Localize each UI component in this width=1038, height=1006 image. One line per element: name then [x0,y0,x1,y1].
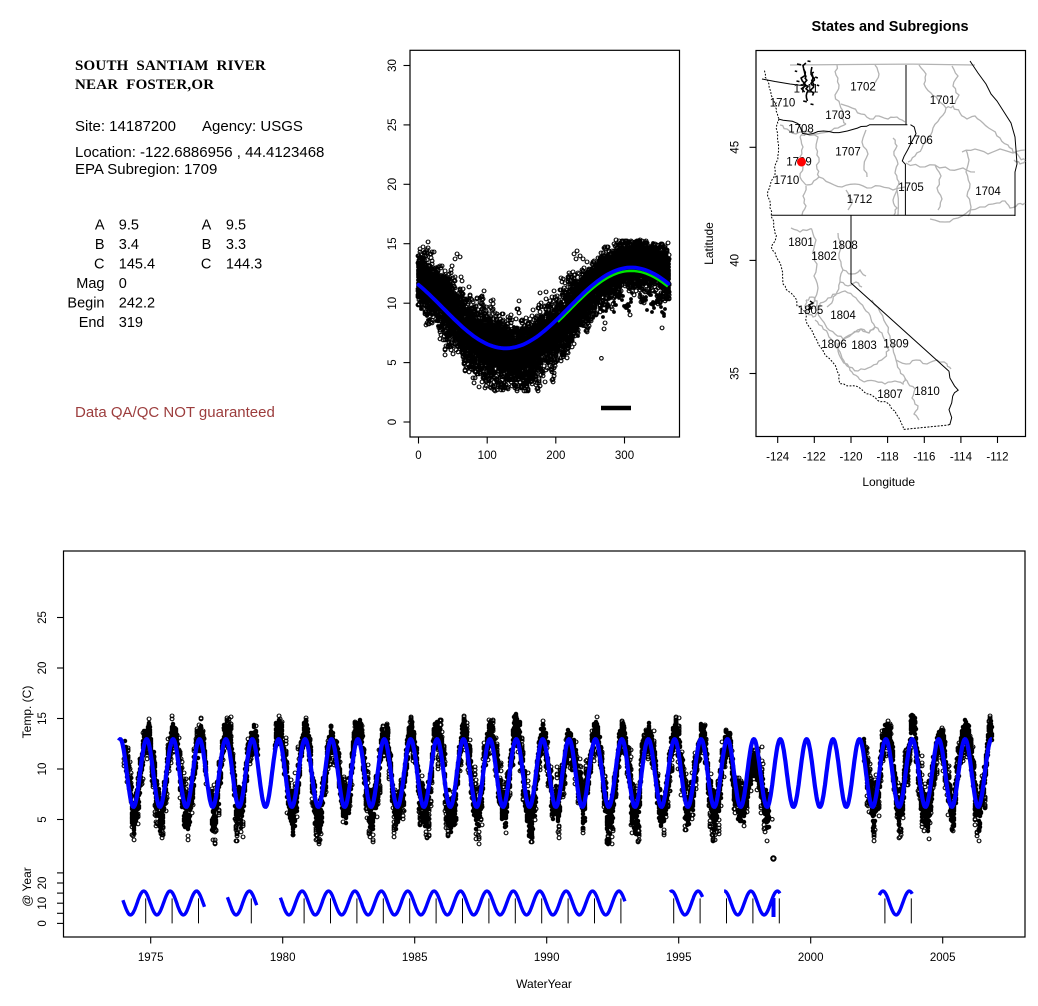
svg-text:1809: 1809 [883,339,909,351]
svg-text:25: 25 [37,611,49,624]
svg-text:-118: -118 [877,452,899,464]
svg-text:20: 20 [387,178,399,191]
svg-text:200: 200 [546,450,565,462]
svg-text:1810: 1810 [914,386,940,398]
svg-text:1703: 1703 [825,110,851,122]
svg-text:1712: 1712 [847,194,873,206]
svg-text:1980: 1980 [270,952,296,964]
svg-text:1701: 1701 [930,95,956,107]
svg-text:Site: 14187200: Site: 14187200 [75,118,176,135]
svg-text:WaterYear: WaterYear [516,977,572,991]
svg-text:1985: 1985 [402,952,428,964]
svg-text:Location: -122.6886956 , 44.41: Location: -122.6886956 , 44.4123468 [75,144,324,161]
svg-text:10: 10 [387,297,399,310]
svg-text:25: 25 [387,119,399,132]
svg-text:5: 5 [387,359,399,365]
svg-text:1710: 1710 [774,175,800,187]
svg-text:1802: 1802 [811,251,837,263]
svg-text:Data QA/QC NOT guaranteed: Data QA/QC NOT guaranteed [75,404,275,421]
svg-text:-112: -112 [986,452,1008,464]
svg-text:319: 319 [119,315,143,331]
svg-text:20: 20 [37,662,49,675]
svg-text:Agency: USGS: Agency: USGS [202,118,303,135]
svg-text:-116: -116 [913,452,935,464]
svg-text:300: 300 [615,450,634,462]
svg-text:B: B [202,237,212,253]
svg-text:9.5: 9.5 [119,218,139,234]
svg-text:5: 5 [37,816,49,822]
svg-text:-124: -124 [766,452,790,464]
svg-text:1975: 1975 [138,952,164,964]
svg-text:10: 10 [37,763,49,776]
svg-text:1990: 1990 [534,952,560,964]
svg-text:1710: 1710 [770,98,796,110]
svg-text:NEAR FOSTER,OR: NEAR FOSTER,OR [75,77,214,93]
svg-text:35: 35 [730,367,742,380]
svg-text:Mag: Mag [76,276,104,292]
svg-text:-120: -120 [839,452,862,464]
svg-text:1808: 1808 [832,240,858,252]
svg-text:0: 0 [415,450,421,462]
svg-text:0: 0 [37,920,49,926]
svg-text:A: A [95,218,105,234]
svg-text:0: 0 [119,276,127,292]
svg-text:30: 30 [387,59,399,72]
svg-text:2005: 2005 [930,952,956,964]
svg-text:1807: 1807 [877,389,903,401]
svg-text:1801: 1801 [788,237,814,249]
svg-text:1805: 1805 [798,305,824,317]
svg-text:End: End [79,315,105,331]
svg-text:A: A [202,218,212,234]
svg-text:9.5: 9.5 [226,218,246,234]
svg-text:1702: 1702 [850,82,876,94]
svg-text:Latitude: Latitude [702,222,716,265]
svg-text:1806: 1806 [821,339,847,351]
svg-text:1995: 1995 [666,952,692,964]
svg-text:40: 40 [730,254,742,267]
svg-text:15: 15 [37,712,49,725]
svg-text:SOUTH SANTIAM RIVER: SOUTH SANTIAM RIVER [75,58,266,74]
svg-text:1706: 1706 [907,135,933,147]
svg-text:10: 10 [37,897,49,910]
svg-text:145.4: 145.4 [119,257,155,273]
svg-text:242.2: 242.2 [119,296,155,312]
svg-text:1708: 1708 [788,124,814,136]
svg-text:1705: 1705 [898,182,924,194]
svg-text:Temp. (C): Temp. (C) [20,686,34,739]
svg-text:Begin: Begin [67,296,104,312]
svg-text:1711: 1711 [794,84,819,96]
svg-text:20: 20 [37,877,49,890]
svg-text:States and Subregions: States and Subregions [811,19,968,35]
svg-text:@ Year: @ Year [20,867,34,907]
svg-text:144.3: 144.3 [226,257,262,273]
svg-text:C: C [94,257,104,273]
svg-text:3.3: 3.3 [226,237,246,253]
svg-text:1707: 1707 [835,147,861,159]
svg-text:45: 45 [730,141,742,154]
svg-text:1804: 1804 [830,310,856,322]
svg-text:Longitude: Longitude [862,475,915,489]
svg-text:3.4: 3.4 [119,237,139,253]
svg-text:2000: 2000 [798,952,824,964]
svg-text:1803: 1803 [851,340,877,352]
svg-text:100: 100 [478,450,497,462]
svg-text:-122: -122 [803,452,826,464]
svg-text:1704: 1704 [975,186,1001,198]
svg-text:-114: -114 [950,452,973,464]
svg-text:C: C [201,257,211,273]
svg-text:0: 0 [387,419,399,425]
svg-text:EPA Subregion: 1709: EPA Subregion: 1709 [75,161,217,178]
svg-text:B: B [95,237,105,253]
svg-text:15: 15 [387,237,399,250]
